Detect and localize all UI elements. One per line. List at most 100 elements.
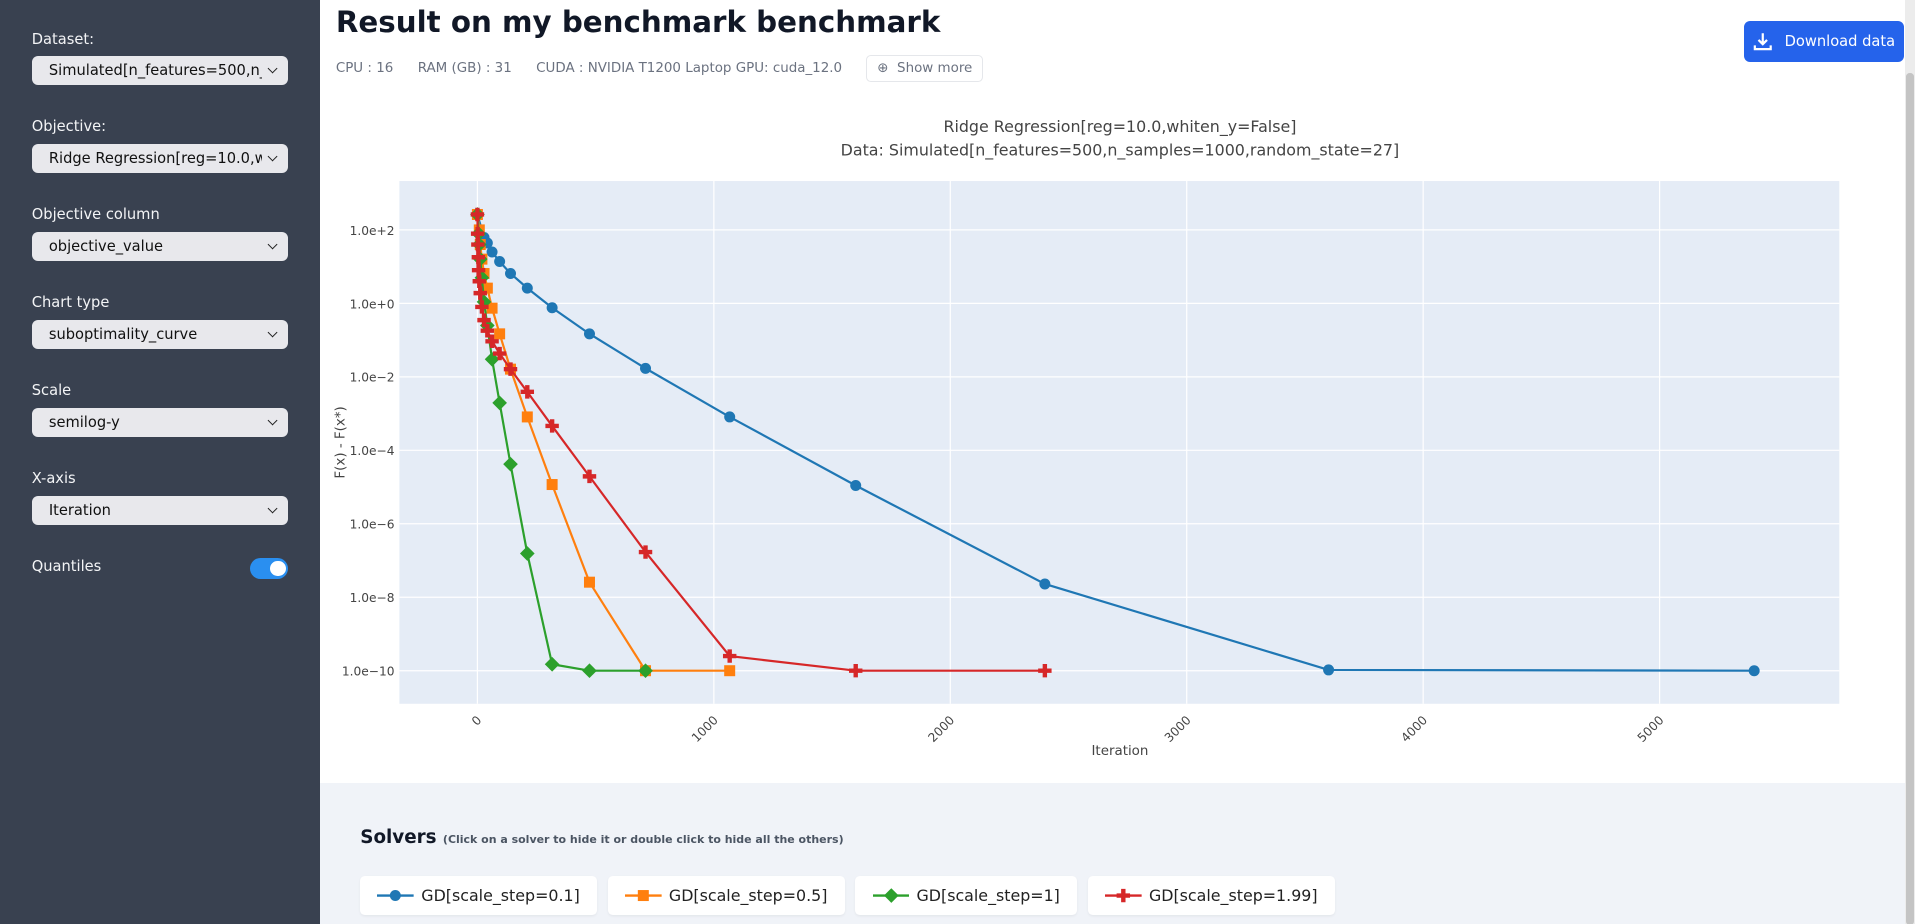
- x-axis-field: X-axis Iteration: [31, 470, 289, 526]
- data-point: [638, 545, 653, 559]
- data-point: [477, 313, 491, 327]
- legend-marker: [1116, 888, 1131, 902]
- legend-item[interactable]: GD[scale_step=1]: [855, 875, 1077, 915]
- y-tick-label: 1.0e−6: [350, 517, 395, 531]
- legend-label: GD[scale_step=0.5]: [668, 885, 828, 905]
- objective-value: Ridge Regression[reg=10.0,whiten_y=False…: [48, 150, 262, 167]
- cpu-info: CPU : 16: [335, 60, 394, 76]
- data-point: [475, 299, 489, 314]
- chart-type-value: suboptimality_curve: [48, 325, 198, 343]
- chart-type-label: Chart type: [31, 294, 110, 312]
- chevron-down-icon: [267, 151, 278, 162]
- data-point: [520, 384, 534, 399]
- dataset-value: Simulated[n_features=500,n_samples=1000,…: [48, 62, 262, 80]
- data-point: [492, 395, 507, 410]
- objective-column-field: Objective column objective_value: [31, 206, 289, 262]
- data-point: [583, 576, 595, 588]
- download-label: Download data: [1784, 33, 1896, 50]
- data-point: [492, 346, 507, 360]
- data-point: [1748, 664, 1760, 676]
- data-point: [521, 411, 533, 423]
- x-axis-title: Iteration: [1091, 744, 1148, 759]
- x-tick-label: 3000: [1162, 713, 1194, 745]
- download-data-button[interactable]: Download data: [1744, 20, 1904, 63]
- download-icon: [1753, 32, 1772, 50]
- chevron-down-icon: [267, 415, 278, 426]
- legend-marker: [637, 889, 649, 901]
- data-point: [583, 328, 595, 340]
- data-point: [485, 334, 499, 348]
- data-point: [470, 207, 485, 221]
- data-point: [471, 250, 486, 264]
- solvers-hint: (Click on a solver to hide it or double …: [442, 832, 844, 846]
- legend-item[interactable]: GD[scale_step=0.1]: [360, 875, 597, 915]
- data-point: [545, 418, 559, 433]
- y-tick-label: 1.0e−8: [350, 591, 395, 605]
- quantiles-label: Quantiles: [31, 558, 102, 576]
- chart-type-select[interactable]: suboptimality_curve: [31, 319, 289, 350]
- data-point: [471, 237, 485, 251]
- objective-column-select[interactable]: objective_value: [31, 231, 289, 262]
- solvers-heading: Solvers (Click on a solver to hide it or…: [360, 827, 843, 848]
- scale-value: semilog-y: [48, 413, 120, 431]
- dataset-select[interactable]: Simulated[n_features=500,n_samples=1000,…: [31, 56, 289, 86]
- legend-item[interactable]: GD[scale_step=1.99]: [1087, 875, 1335, 915]
- y-tick-label: 1.0e+2: [350, 223, 395, 237]
- scale-field: Scale semilog-y: [31, 382, 289, 438]
- data-point: [1323, 664, 1335, 676]
- data-point: [724, 411, 736, 423]
- data-point: [504, 267, 516, 279]
- dataset-label: Dataset:: [31, 30, 95, 48]
- objective-select[interactable]: Ridge Regression[reg=10.0,whiten_y=False…: [31, 144, 289, 174]
- page-title: Result on my benchmark benchmark: [335, 4, 941, 39]
- data-point: [848, 663, 863, 678]
- chevron-down-icon: [267, 503, 278, 514]
- x-axis-select[interactable]: Iteration: [31, 495, 289, 526]
- x-tick-label: 4000: [1398, 713, 1430, 745]
- scrollbar[interactable]: [1905, 0, 1915, 924]
- x-tick-label: 1000: [689, 713, 721, 745]
- y-tick-label: 1.0e−4: [350, 444, 395, 458]
- solvers-title: Solvers: [360, 826, 437, 848]
- sidebar: Dataset: Simulated[n_features=500,n_sampl…: [0, 0, 320, 924]
- quantiles-row: Quantiles: [31, 558, 289, 579]
- data-point: [480, 323, 495, 338]
- objective-field: Objective: Ridge Regression[reg=10.0,whit…: [31, 118, 289, 174]
- y-tick-label: 1.0e−10: [342, 664, 395, 678]
- chevron-down-icon: [267, 63, 278, 74]
- data-point: [639, 362, 651, 374]
- solver-legend: GD[scale_step=0.1] GD[scale_step=0.5] GD[s…: [360, 875, 1335, 915]
- data-point: [850, 479, 862, 491]
- legend-label: GD[scale_step=1]: [916, 885, 1060, 905]
- data-point: [1038, 663, 1052, 678]
- data-point: [724, 664, 736, 676]
- square-marker-icon: [624, 889, 662, 901]
- objective-label: Objective:: [31, 118, 107, 136]
- data-point: [494, 255, 506, 267]
- series-cross[interactable]: [470, 207, 1052, 678]
- show-more-button[interactable]: ⊕ Show more: [866, 54, 984, 82]
- x-axis-label: X-axis: [31, 470, 76, 488]
- data-point: [481, 282, 493, 294]
- data-point: [494, 328, 506, 340]
- show-more-label: Show more: [897, 60, 973, 76]
- ram-info: RAM (GB) : 31: [417, 60, 512, 76]
- y-tick-label: 1.0e+0: [350, 297, 395, 311]
- chart-title: Ridge Regression[reg=10.0,whiten_y=False…: [943, 117, 1296, 137]
- main-content: Result on my benchmark benchmark CPU : 1…: [319, 0, 1906, 924]
- solvers-section: Solvers (Click on a solver to hide it or…: [319, 782, 1906, 924]
- legend-item[interactable]: GD[scale_step=0.5]: [607, 875, 845, 915]
- x-tick-label: 0: [469, 713, 484, 728]
- data-point: [486, 246, 498, 258]
- y-tick-label: 1.0e−2: [350, 370, 395, 384]
- legend-label: GD[scale_step=0.1]: [421, 885, 580, 905]
- x-tick-label: 5000: [1635, 713, 1667, 745]
- suboptimality-chart: Ridge Regression[reg=10.0,whiten_y=False…: [333, 117, 1840, 759]
- data-point: [503, 362, 518, 376]
- scrollbar-thumb[interactable]: [1906, 73, 1914, 924]
- scale-select[interactable]: semilog-y: [31, 407, 289, 438]
- quantiles-toggle[interactable]: [250, 558, 289, 579]
- data-point: [546, 478, 558, 490]
- data-point: [473, 286, 487, 300]
